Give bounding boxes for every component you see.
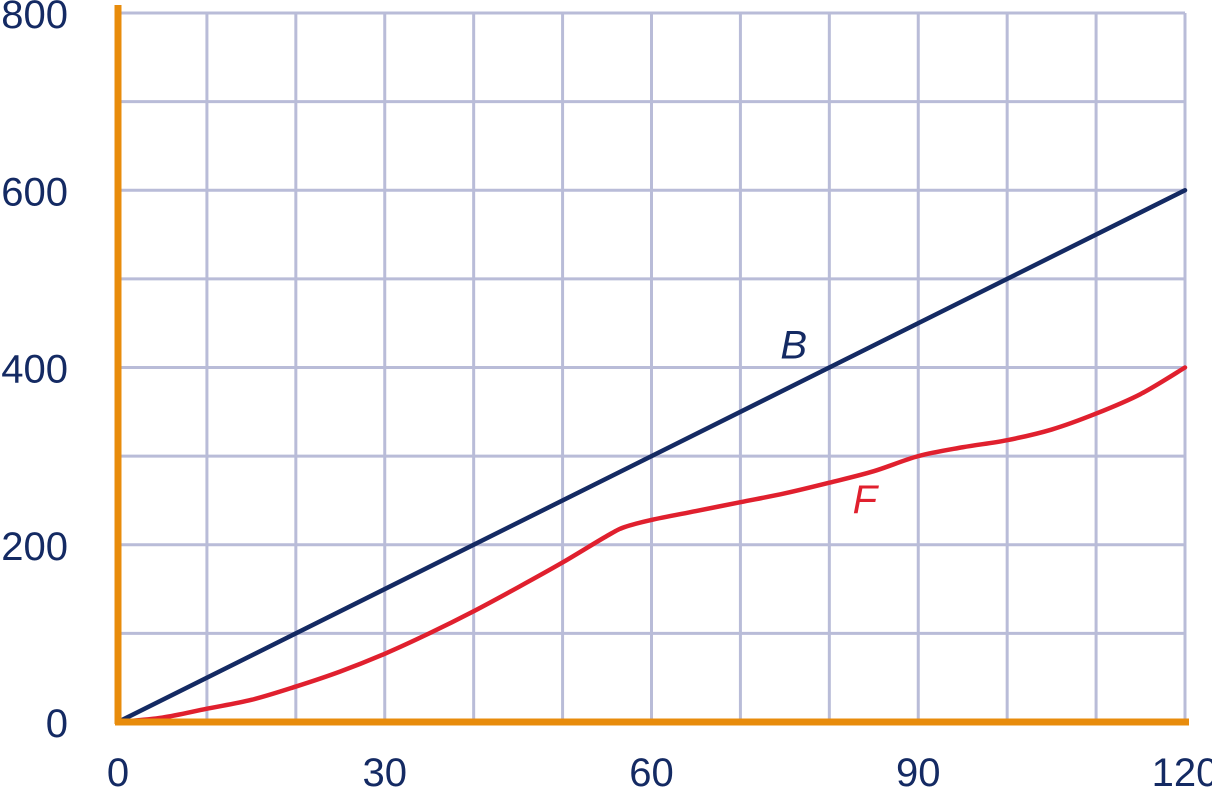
- series-labels: BF: [780, 324, 879, 522]
- series-label-b: B: [780, 324, 807, 368]
- y-tick-label: 0: [46, 702, 68, 746]
- series-line-b: [115, 188, 1188, 725]
- x-tick-label: 90: [896, 751, 941, 788]
- grid: [118, 11, 1187, 722]
- axes: [114, 5, 1189, 726]
- y-tick-label: 800: [1, 0, 68, 37]
- series-label-f: F: [853, 478, 880, 522]
- x-tick-label: 30: [363, 751, 408, 788]
- y-tick-label: 600: [1, 170, 68, 214]
- series-line-f: [115, 365, 1188, 725]
- y-tick-label: 400: [1, 348, 68, 392]
- y-tick-label: 200: [1, 525, 68, 569]
- x-tick-label: 0: [107, 751, 129, 788]
- x-tick-label: 120: [1152, 751, 1212, 788]
- series-lines: [115, 188, 1188, 725]
- x-tick-label: 60: [629, 751, 674, 788]
